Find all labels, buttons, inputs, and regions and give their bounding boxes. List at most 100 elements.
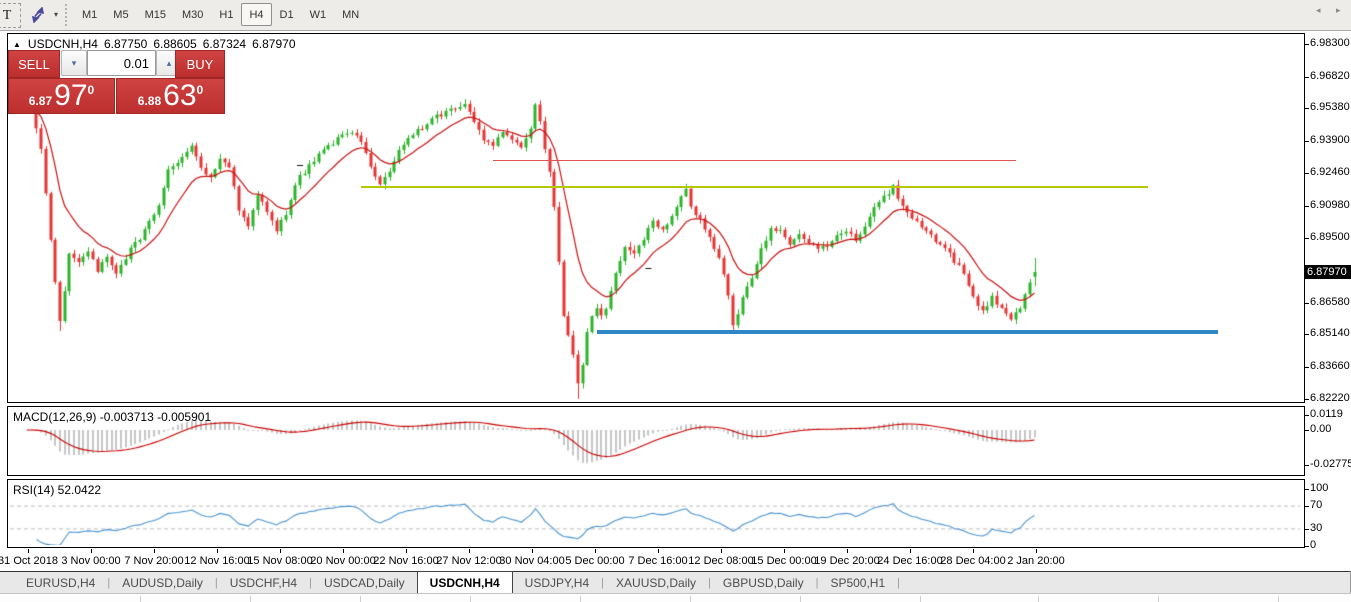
buy-price-pips: 63 <box>163 79 197 112</box>
price-axis-tick <box>1304 206 1309 207</box>
volume-input[interactable]: 0.01 <box>87 50 156 76</box>
status-column-divider <box>690 596 691 602</box>
current-price-badge: 6.87970 <box>1304 265 1351 279</box>
rsi-axis-tick <box>1304 506 1309 507</box>
price-axis-tick <box>1304 238 1309 239</box>
timeframe-button-w1[interactable]: W1 <box>309 8 327 21</box>
macd-canvas <box>8 407 1302 473</box>
time-axis-tick <box>784 549 785 553</box>
timeframe-button-m30[interactable]: M30 <box>181 8 204 21</box>
price-axis-tick <box>1304 334 1309 335</box>
buy-button[interactable]: BUY <box>175 50 225 78</box>
tabs-scroll-right-icon[interactable]: ▸ <box>1336 5 1341 15</box>
rsi-axis-label: 30 <box>1310 522 1323 534</box>
chart-tab-usdcnh[interactable]: USDCNH,H4 <box>416 571 513 593</box>
time-axis-label: 15 Nov 08:00 <box>247 555 313 567</box>
rsi-indicator-panel[interactable]: RSI(14) 52.0422 <box>7 479 1305 548</box>
chart-tab-sp500[interactable]: SP500,H1 <box>830 576 886 590</box>
time-axis-label: 24 Dec 16:00 <box>877 555 943 567</box>
arrange-arrows-glyph <box>31 6 45 23</box>
time-axis-tick <box>280 549 281 553</box>
time-axis-tick <box>595 549 596 553</box>
sell-quote-button[interactable]: 6.87 97 0 <box>8 78 115 114</box>
status-column-divider <box>920 596 921 602</box>
price-axis-label: 6.89500 <box>1310 231 1350 243</box>
chart-tab-xauusd[interactable]: XAUUSD,Daily <box>616 576 697 590</box>
status-column-divider <box>580 596 581 602</box>
price-axis-tick <box>1304 77 1309 78</box>
macd-axis-tick <box>1304 430 1309 431</box>
sell-button[interactable]: SELL <box>8 50 60 78</box>
status-strip <box>0 593 1351 602</box>
timeframe-button-d1[interactable]: D1 <box>279 8 294 21</box>
time-axis-label: 15 Dec 00:00 <box>751 555 817 567</box>
price-axis-label: 6.93900 <box>1310 134 1350 146</box>
resistance-line-red[interactable] <box>493 160 1016 161</box>
ohlc-open: 6.87750 <box>103 37 148 51</box>
rsi-canvas <box>8 480 1302 545</box>
time-axis-tick <box>1036 549 1037 553</box>
time-axis-label: 12 Nov 16:00 <box>184 555 250 567</box>
macd-indicator-panel[interactable]: MACD(12,26,9) -0.003713 -0.005901 <box>7 406 1305 476</box>
chart-tab-audusd[interactable]: AUDUSD,Daily <box>122 576 203 590</box>
time-axis-label: 30 Nov 04:00 <box>499 555 565 567</box>
time-axis-label: 31 Oct 2018 <box>0 555 58 567</box>
volume-stepper: ▾ 0.01 ▴ <box>61 50 182 76</box>
price-axis-label: 6.95380 <box>1310 101 1350 113</box>
status-column-divider <box>360 596 361 602</box>
rsi-axis-tick <box>1304 489 1309 490</box>
tab-separator: | <box>107 576 111 589</box>
tab-separator: | <box>214 576 218 589</box>
sell-price-point: 0 <box>87 83 95 97</box>
chevron-down-icon[interactable]: ▾ <box>53 10 58 19</box>
time-axis-label: 27 Nov 12:00 <box>436 555 502 567</box>
timeframe-button-m5[interactable]: M5 <box>113 8 129 21</box>
time-axis-label: 3 Nov 00:00 <box>61 555 121 567</box>
time-axis-tick <box>910 549 911 553</box>
price-axis-tick <box>1304 173 1309 174</box>
text-tool-icon[interactable]: T <box>0 3 21 28</box>
status-column-divider <box>140 596 141 602</box>
rsi-axis-label: 70 <box>1310 499 1323 511</box>
buy-quote-button[interactable]: 6.88 63 0 <box>116 78 225 114</box>
collapse-triangle-icon[interactable]: ▲ <box>13 39 21 49</box>
chart-tab-usdchf[interactable]: USDCHF,H4 <box>229 576 298 590</box>
timeframe-button-m15[interactable]: M15 <box>144 8 166 21</box>
timeframe-button-h4[interactable]: H4 <box>241 3 272 26</box>
ohlc-high: 6.88605 <box>153 37 197 51</box>
status-column-divider <box>800 596 801 602</box>
macd-axis-tick <box>1304 415 1309 416</box>
toolbar-grip[interactable] <box>64 4 69 26</box>
tabs-scroll-left-icon[interactable]: ◂ <box>1316 5 1321 15</box>
timeframe-button-h1[interactable]: H1 <box>219 8 234 21</box>
timeframe-button-mn[interactable]: MN <box>342 8 360 21</box>
chart-tab-usdcad[interactable]: USDCAD,Daily <box>323 576 405 590</box>
timeframe-button-m1[interactable]: M1 <box>82 8 98 21</box>
volume-decrease-button[interactable]: ▾ <box>61 50 87 76</box>
rsi-axis-label: 0 <box>1310 539 1317 551</box>
time-axis-tick <box>469 549 470 553</box>
time-axis-tick <box>532 549 533 553</box>
time-axis-label: 28 Dec 04:00 <box>940 555 1006 567</box>
support-line-blue[interactable] <box>596 330 1219 334</box>
arrange-arrows-icon[interactable] <box>26 3 50 26</box>
rsi-axis-label: 100 <box>1310 482 1329 494</box>
time-axis-label: 7 Dec 16:00 <box>628 555 688 567</box>
sell-price-prefix: 6.87 <box>28 94 53 108</box>
macd-axis-label: 0.00 <box>1310 423 1332 435</box>
time-axis-tick <box>217 549 218 553</box>
chart-tab-usdjpy[interactable]: USDJPY,H4 <box>524 576 590 590</box>
tab-separator: | <box>897 576 900 589</box>
chart-tab-eurusd[interactable]: EURUSD,H4 <box>26 576 96 590</box>
time-axis-tick <box>343 549 344 553</box>
time-axis[interactable]: 31 Oct 2018 3 Nov 00:00 7 Nov 20:00 12 Nov … <box>0 548 1351 570</box>
chart-ohlc-header: ▲ USDCNH,H4 6.87750 6.88605 6.87324 6.87… <box>13 37 296 51</box>
rsi-axis-tick <box>1304 529 1309 530</box>
status-column-divider <box>1278 596 1279 602</box>
chart-tab-bar: EURUSD,H4 | AUDUSD,Daily | USDCHF,H4 | USDCAD,… <box>0 571 1351 593</box>
chart-tab-gbpusd[interactable]: GBPUSD,Daily <box>722 576 804 590</box>
time-axis-label: 22 Nov 16:00 <box>373 555 439 567</box>
tab-separator: | <box>601 576 605 589</box>
time-axis-tick <box>406 549 407 553</box>
resistance-line-yellow[interactable] <box>361 186 1148 188</box>
